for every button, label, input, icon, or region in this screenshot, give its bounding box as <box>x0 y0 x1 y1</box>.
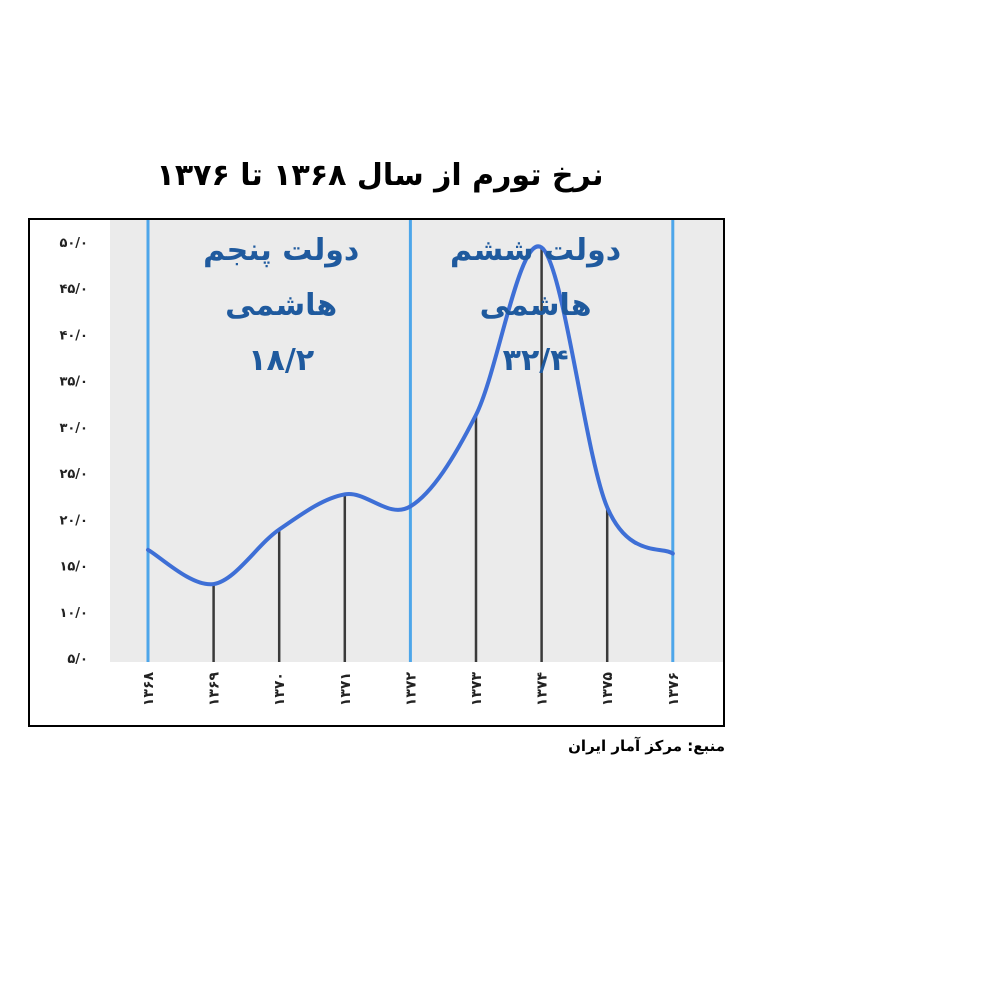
y-tick-label: ۵۰/۰ <box>59 236 88 251</box>
x-tick-label: ۱۳۷۳ <box>469 672 485 707</box>
x-tick-label: ۱۳۷۴ <box>535 672 551 707</box>
period-annotation-line: هاشمی <box>225 288 337 323</box>
period-annotation-line: دولت ششم <box>450 233 621 268</box>
x-tick-label: ۱۳۶۸ <box>141 672 157 707</box>
y-tick-label: ۴۵/۰ <box>59 282 88 297</box>
period-annotation-line: ۳۲/۴ <box>503 343 569 378</box>
x-tick-label: ۱۳۶۹ <box>207 672 223 707</box>
y-tick-label: ۳۵/۰ <box>59 375 88 390</box>
x-tick-label: ۱۳۷۰ <box>272 672 288 706</box>
inflation-series-line <box>146 244 675 587</box>
chart-title: نرخ تورم از سال ۱۳۶۸ تا ۱۳۷۶ <box>156 158 604 193</box>
x-tick-label: ۱۳۷۱ <box>338 672 354 706</box>
x-tick-label: ۱۳۷۲ <box>403 672 419 707</box>
chart-frame: ۵/۰ ۱۰/۰ ۱۵/۰ ۲۰/۰ ۲۵/۰ ۳۰/۰ ۳۵/۰ ۴۰/۰ ۴۵/۰ ۵۰/۰ ۱… <box>28 218 725 727</box>
y-tick-label: ۳۰/۰ <box>59 421 88 436</box>
source-note: منبع: مرکز آمار ایران <box>568 737 725 755</box>
y-tick-label: ۲۰/۰ <box>59 513 88 528</box>
inflation-chart: ۵/۰ ۱۰/۰ ۱۵/۰ ۲۰/۰ ۲۵/۰ ۳۰/۰ ۳۵/۰ ۴۰/۰ ۴۵/۰ ۵۰/۰ ۱… <box>59 220 723 707</box>
y-tick-label: ۱۵/۰ <box>59 560 88 575</box>
y-tick-label: ۲۵/۰ <box>59 467 88 482</box>
x-tick-label: ۱۳۷۵ <box>600 672 616 707</box>
y-tick-label: ۵/۰ <box>67 652 88 667</box>
x-tick-label: ۱۳۷۶ <box>666 672 682 706</box>
period-annotation-line: هاشمی <box>480 288 592 323</box>
y-tick-label: ۱۰/۰ <box>59 606 88 621</box>
plot-background <box>110 220 723 662</box>
period-annotation-line: دولت پنجم <box>203 233 359 268</box>
y-tick-label: ۴۰/۰ <box>59 328 88 343</box>
period-annotation-line: ۱۸/۲ <box>248 343 314 378</box>
